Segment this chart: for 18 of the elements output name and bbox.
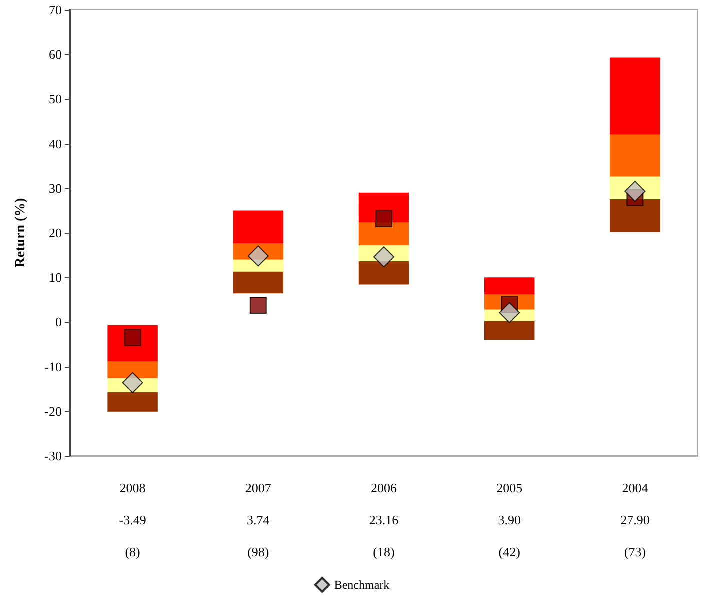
y-tick-label: 30	[49, 180, 62, 196]
y-tick-label: 50	[49, 92, 62, 107]
y-axis-title: Return (%)	[14, 198, 28, 268]
category-label: 2006 23.16 (18)	[369, 480, 399, 560]
y-tick-label: -30	[44, 448, 62, 464]
y-tick-label: 10	[49, 270, 62, 286]
category-label: 2004 27.90 (73)	[620, 480, 650, 560]
category-label: 2008 -3.49 (8)	[119, 480, 146, 560]
y-tick-label: 0	[56, 314, 62, 330]
y-tick-label: 60	[49, 47, 62, 62]
y-tick-label: 20	[49, 226, 62, 240]
y-tick-label: 40	[49, 136, 62, 152]
category-label: 2007 3.74 (98)	[245, 480, 272, 560]
y-tick-label: -10	[44, 359, 62, 374]
category-label: 2005 3.90 (42)	[496, 480, 523, 560]
y-tick-label: -20	[44, 404, 62, 419]
legend-label: Benchmark	[334, 578, 390, 592]
y-tick-label: 70	[49, 2, 62, 18]
